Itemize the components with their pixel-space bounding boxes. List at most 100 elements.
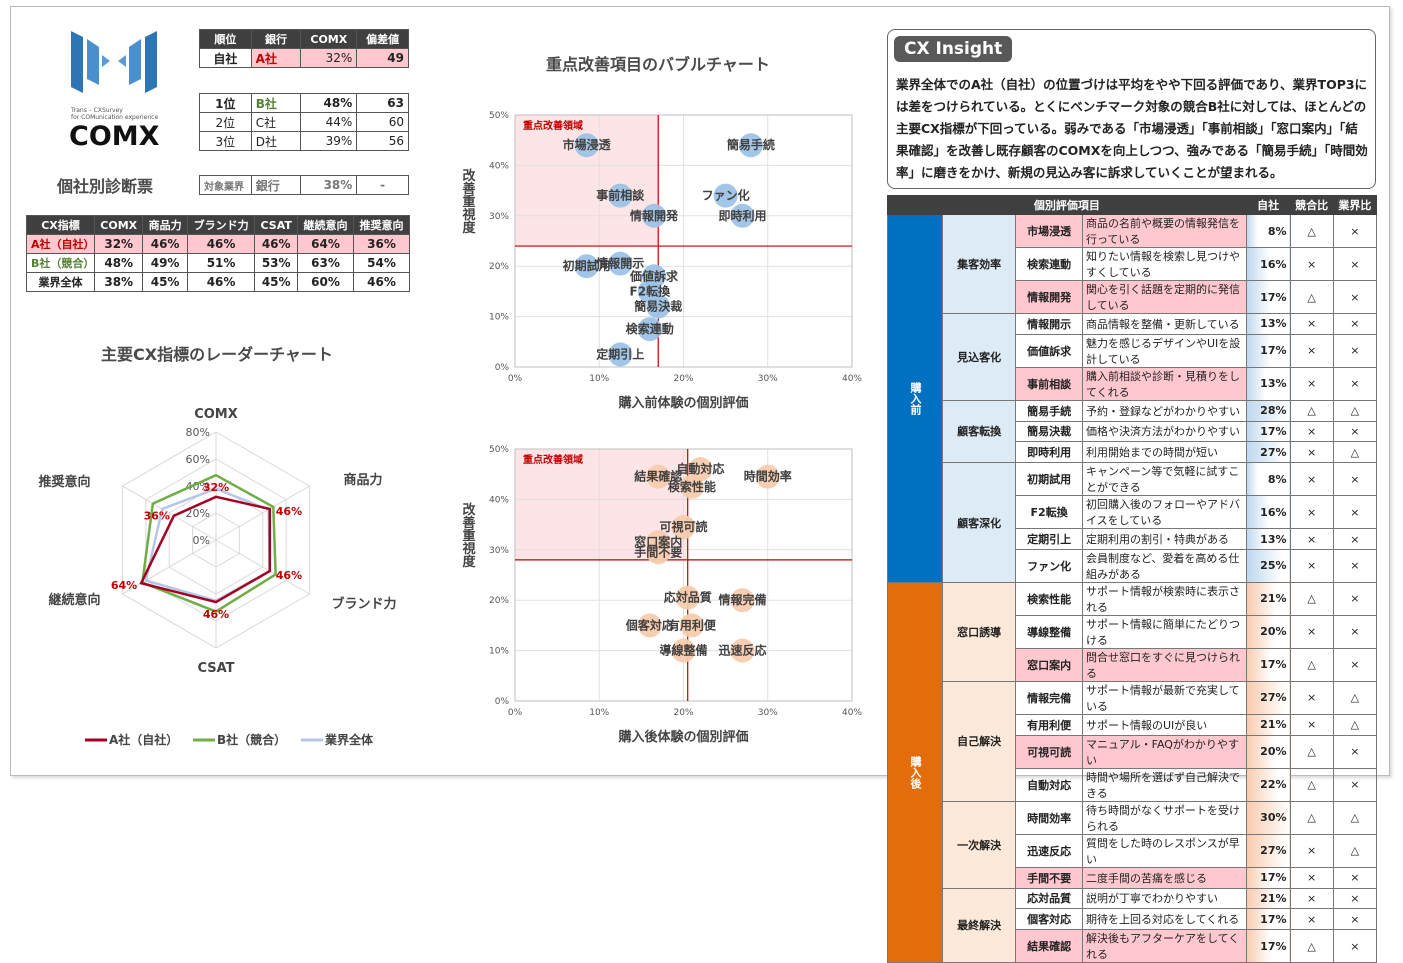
table-row: 2位 C社 44% 60 (199, 112, 409, 132)
phase-label: 購入前 (887, 214, 943, 583)
item-value: 30% (1245, 800, 1291, 835)
radar-series-line (140, 473, 277, 613)
item-description: マニュアル・FAQがわかりやすい (1081, 734, 1247, 769)
industry-mark: × (1332, 528, 1378, 550)
bubble (679, 613, 704, 638)
category-label: 窓口誘導 (941, 581, 1017, 682)
radar-title: 主要CX指標のレーダーチャート (101, 345, 333, 364)
bubble (608, 251, 633, 276)
industry-mark: △ (1332, 833, 1378, 868)
item-description: キャンペーン等で気軽に試すことができる (1081, 462, 1247, 497)
cx-header-comx: COMX (93, 215, 144, 235)
competitor-mark: × (1289, 713, 1334, 736)
item-value: 27% (1245, 680, 1291, 715)
competitor-mark: × (1289, 614, 1334, 649)
item-value: 27% (1245, 441, 1291, 464)
industry-mark: × (1332, 247, 1378, 281)
table-row: 導線整備 サポート情報に簡単にたどりつける 20% × × (888, 614, 1378, 649)
comx-logo-icon (71, 31, 157, 93)
item-name: 結果確認 (1015, 929, 1083, 963)
table-row: 3位 D社 39% 56 (199, 131, 409, 151)
bubble-label: 情報開発 (630, 208, 679, 223)
item-name: 可視可読 (1015, 734, 1083, 769)
competitor-mark: × (1289, 866, 1334, 889)
eval-header-industry: 業界比 (1332, 195, 1378, 215)
table-row: 即時利用 利用開始までの時間が短い 27% × △ (888, 441, 1378, 464)
bubble (646, 540, 671, 565)
table-row: 事前相談 購入前相談や診断・見積りをしてくれる 13% × × (888, 366, 1378, 401)
industry-mark: × (1332, 614, 1378, 649)
item-description: 利用開始までの時間が短い (1081, 441, 1247, 464)
bubble (574, 254, 599, 279)
bubble-label: 結果確認 (634, 469, 682, 484)
competitor-mark: △ (1289, 280, 1334, 314)
item-value: 20% (1245, 614, 1291, 649)
category-label: 顧客転換 (941, 399, 1017, 464)
industry-mark: × (1332, 887, 1378, 910)
industry-mark: × (1332, 548, 1378, 583)
cx-header-csat: CSAT (254, 215, 299, 235)
radar-axis-label: CSAT (197, 661, 234, 676)
x-tick-label: 30% (758, 708, 778, 718)
bubble (738, 133, 763, 158)
eval-header-competitor: 競合比 (1289, 195, 1334, 215)
rank-self-table: 順位 銀行 COMX 偏差値 自社 A社 32% 49 (199, 29, 409, 68)
x-tick-label: 0% (508, 708, 523, 718)
bubble (730, 203, 755, 228)
x-tick-label: 30% (758, 374, 778, 384)
category-label: 自己解決 (941, 680, 1017, 802)
item-name: 情報開示 (1015, 313, 1083, 335)
competitor-mark: × (1289, 366, 1334, 401)
competitor-mark: × (1289, 908, 1334, 931)
industry-mark: △ (1332, 680, 1378, 715)
item-value: 16% (1245, 495, 1291, 530)
category-label: 一次解決 (941, 800, 1017, 889)
bubble-chart-pre: 重点改善領域 0% 10% 20% 30% 40% 0% 10% 20% 30% 40% 50% 購入前… (460, 111, 863, 411)
bubble-label: 情報開示 (596, 256, 644, 271)
item-name: 価値訴求 (1015, 333, 1083, 368)
table-row: 顧客転換 簡易手続 予約・登録などがわかりやすい 28% △ △ (888, 399, 1378, 464)
item-description: 待ち時間がなくサポートを受けられる (1081, 800, 1247, 835)
industry-mark: × (1332, 767, 1378, 802)
item-name: 個客対応 (1015, 908, 1083, 931)
bubble (755, 464, 780, 489)
bubble-label: 初期試用 (563, 258, 611, 273)
competitor-mark: × (1289, 247, 1334, 281)
bubble (730, 588, 755, 613)
item-description: 定期利用の割引・特典がある (1081, 528, 1247, 550)
bubble-label: 時間効率 (744, 469, 792, 484)
item-value: 21% (1245, 887, 1291, 910)
table-row: 価値訴求 魅力を感じるデザインやUIを設計している 17% × × (888, 333, 1378, 368)
item-value: 17% (1245, 647, 1291, 682)
bubble-label: 簡易手続 (727, 137, 775, 152)
cx-header-recommend: 推奨意向 (352, 215, 411, 235)
radar-tick-label: 40% (186, 480, 210, 493)
item-value: 22% (1245, 767, 1291, 802)
competitor-mark: × (1289, 462, 1334, 497)
competitor-mark: × (1289, 680, 1334, 715)
y-tick-label: 20% (489, 262, 509, 272)
competitor-mark: × (1289, 333, 1334, 368)
item-name: 自動対応 (1015, 767, 1083, 802)
item-name: 情報完備 (1015, 680, 1083, 715)
item-name: 情報開発 (1015, 280, 1083, 314)
industry-mark: × (1332, 908, 1378, 931)
legend-label: A社（自社） (109, 732, 178, 747)
category-label: 顧客深化 (941, 462, 1017, 583)
bubble-label: 検索連動 (626, 321, 674, 336)
report-sheet: Trans – CXSurvey for COMunication experi… (10, 6, 1390, 963)
item-description: 説明が丁寧でわかりやすい (1081, 887, 1247, 910)
logo-name: COMX (69, 121, 160, 152)
y-tick-label: 10% (489, 313, 509, 323)
competitor-mark: × (1289, 420, 1334, 443)
item-description: 商品情報を整備・更新している (1081, 313, 1247, 335)
industry-mark: × (1332, 313, 1378, 335)
item-value: 17% (1245, 908, 1291, 931)
y-tick-label: 30% (489, 546, 509, 556)
radar-axis-label: 継続意向 (48, 592, 100, 608)
cx-header-product: 商品力 (142, 215, 188, 235)
competitor-mark: △ (1289, 399, 1334, 422)
bubble-label: 価値訴求 (629, 268, 679, 283)
radar-tick-label: 80% (186, 426, 210, 439)
